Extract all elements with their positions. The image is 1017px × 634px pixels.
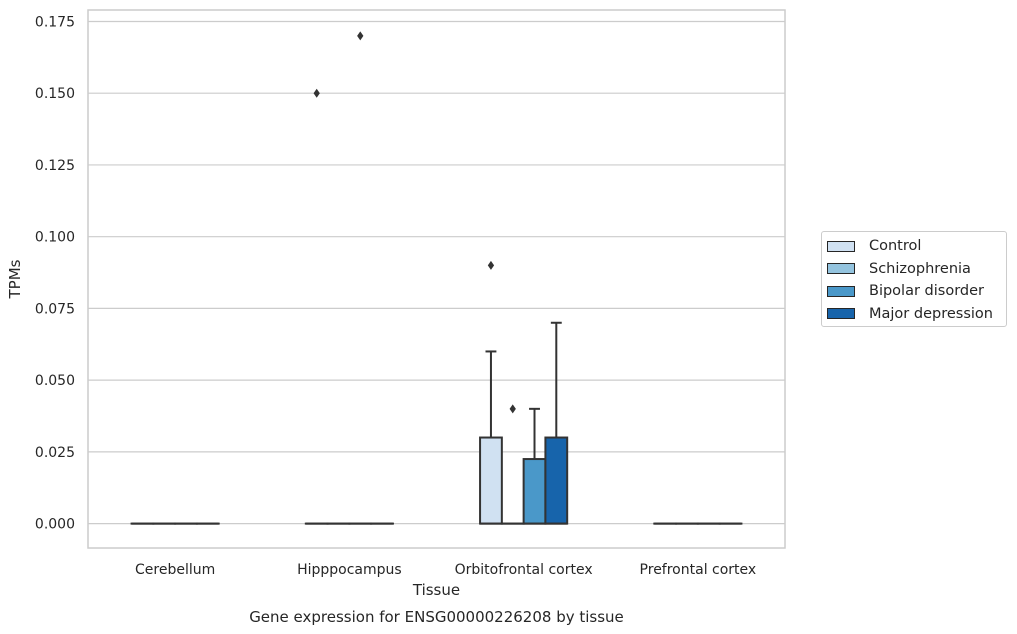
- box-schizophrenia: [500, 404, 525, 525]
- legend-item: Bipolar disorder: [822, 280, 1006, 303]
- y-tick-label: 0.075: [35, 301, 75, 317]
- outlier-point: [357, 31, 364, 41]
- y-tick-label: 0.175: [35, 14, 75, 30]
- legend-item: Schizophrenia: [822, 258, 1006, 281]
- x-tick-label: Hipppocampus: [297, 562, 402, 578]
- box-body: [479, 436, 503, 525]
- y-tick-label: 0.050: [35, 373, 75, 389]
- legend-swatch: [827, 285, 855, 297]
- outlier-point: [487, 260, 495, 270]
- x-tick-labels: Cerebellum Hipppocampus Orbitofrontal cort…: [135, 562, 756, 578]
- y-tick-label: 0.000: [35, 517, 75, 533]
- outlier-point: [313, 88, 320, 98]
- chart-title: Gene expression for ENSG00000226208 by t…: [249, 608, 624, 626]
- box-control: [479, 260, 503, 525]
- x-tick-label: Prefrontal cortex: [640, 562, 757, 578]
- box-body: [522, 458, 547, 525]
- y-axis-label: TPMs: [6, 259, 24, 299]
- y-tick-label: 0.025: [35, 445, 75, 461]
- x-tick-label: Cerebellum: [135, 562, 215, 578]
- grid-lines: [88, 20, 785, 525]
- x-tick-label: Orbitofrontal cortex: [455, 562, 593, 578]
- plot-frame: [87, 9, 786, 549]
- y-tick-label: 0.100: [35, 230, 75, 246]
- legend-label: Control: [869, 238, 922, 255]
- legend-swatch: [827, 263, 855, 275]
- legend-swatch: [827, 308, 855, 320]
- x-axis-label: Tissue: [412, 581, 460, 599]
- box-bipolar-disorder: [522, 407, 547, 525]
- box-body: [544, 436, 569, 525]
- outlier-point: [509, 404, 516, 414]
- legend-swatch: [827, 240, 855, 252]
- legend-item: Major depression: [822, 303, 1006, 326]
- box-marks: [130, 31, 743, 525]
- legend-label: Major depression: [869, 305, 993, 322]
- legend-item: Control: [822, 235, 1006, 258]
- box-major-depression: [544, 321, 569, 525]
- box-bipolar-disorder: [348, 31, 373, 525]
- legend-label: Schizophrenia: [869, 260, 971, 277]
- legend-label: Bipolar disorder: [869, 283, 984, 300]
- y-tick-label: 0.150: [35, 86, 75, 102]
- legend: Control Schizophrenia Bipolar disorder Majo…: [821, 231, 1007, 327]
- y-tick-label: 0.125: [35, 158, 75, 174]
- y-tick-labels: 0.000 0.025 0.050 0.075 0.100 0.125 0.150 0.175: [35, 14, 75, 532]
- box-control: [304, 88, 329, 525]
